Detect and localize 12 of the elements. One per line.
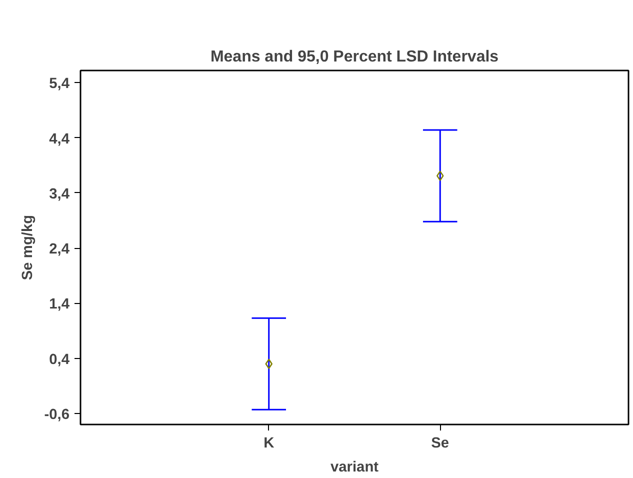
x-axis-title: variant bbox=[330, 460, 379, 476]
chart-title: Means and 95,0 Percent LSD Intervals bbox=[210, 48, 499, 66]
x-tick-label: Se bbox=[431, 436, 450, 452]
y-tick-label: 1,4 bbox=[49, 296, 70, 313]
y-tick-label: -0,6 bbox=[44, 406, 70, 423]
y-tick-label: 3,4 bbox=[49, 186, 70, 202]
x-tick-label: K bbox=[264, 436, 275, 452]
y-tick-label: 2,4 bbox=[49, 242, 70, 258]
y-tick-label: 4,4 bbox=[49, 131, 70, 148]
y-tick-label: 5,4 bbox=[49, 76, 70, 92]
y-axis-title: Se mg/kg bbox=[20, 214, 36, 280]
y-tick-label: 0,4 bbox=[49, 352, 70, 368]
